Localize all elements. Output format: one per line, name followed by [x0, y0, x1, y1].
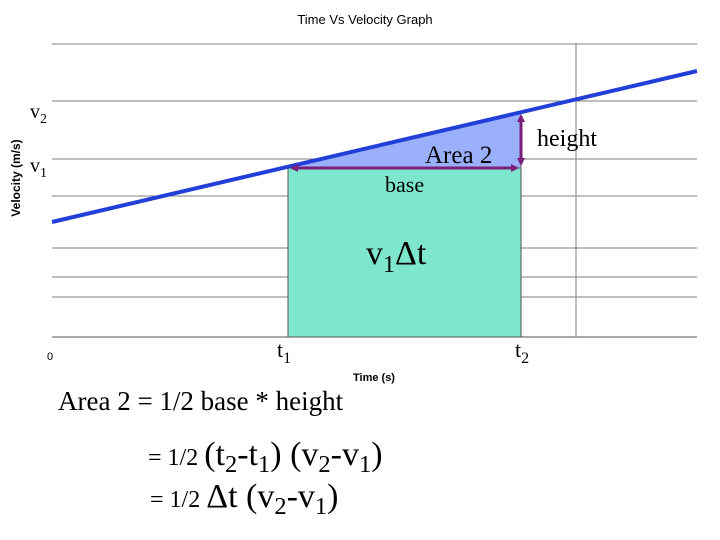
equation-line-2: = 1/2 (t2-t1) (v2-v1): [148, 436, 383, 478]
base-label: base: [385, 172, 424, 197]
x-axis-label: Time (s): [353, 372, 395, 384]
area-2-label: Area 2: [425, 142, 492, 169]
t1-label: t1: [277, 337, 291, 367]
equation-line-1: Area 2 = 1/2 base * height: [58, 386, 344, 416]
velocity-line: [51, 69, 698, 224]
height-label: height: [537, 126, 597, 152]
graph-title: Time Vs Velocity Graph: [297, 12, 432, 27]
v2-label: v2: [30, 101, 47, 127]
equation-line-3: = 1/2 Δt (v2-v1): [150, 478, 339, 520]
origin-label: 0: [47, 351, 53, 363]
t2-label: t2: [515, 337, 529, 367]
v1-delta-t-label: v1Δt: [366, 235, 427, 278]
v1-dt-rectangle: [287, 167, 522, 338]
y-axis-label: Velocity (m/s): [9, 139, 23, 216]
v1-label: v1: [30, 155, 47, 181]
